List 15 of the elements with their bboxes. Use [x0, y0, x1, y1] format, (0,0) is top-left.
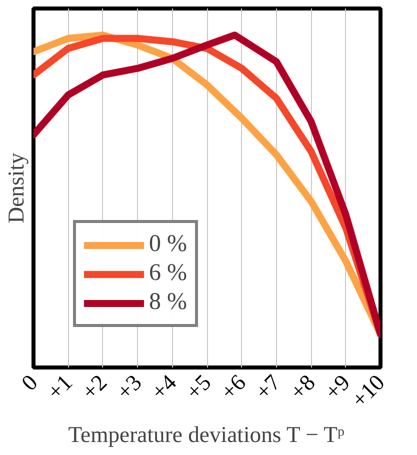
- x-tick-label: +2: [77, 370, 112, 404]
- x-tick-label: +3: [112, 370, 146, 404]
- x-tick-label: +4: [146, 370, 182, 404]
- x-tick-label: +1: [42, 370, 78, 404]
- x-tick-label: +9: [320, 370, 355, 404]
- x-tick-label: +7: [250, 370, 286, 404]
- legend-label: 0 %: [149, 231, 187, 258]
- x-tick-label: 0: [16, 370, 42, 396]
- y-axis-title: Density: [4, 152, 28, 224]
- legend-label: 8 %: [149, 289, 187, 316]
- x-tick-label: +5: [181, 370, 216, 404]
- x-tick-label: +8: [285, 370, 320, 404]
- x-tick-label: +6: [216, 370, 251, 404]
- x-axis-title: Temperature deviations T − Tᵖ: [68, 422, 344, 448]
- legend-label: 6 %: [149, 260, 187, 287]
